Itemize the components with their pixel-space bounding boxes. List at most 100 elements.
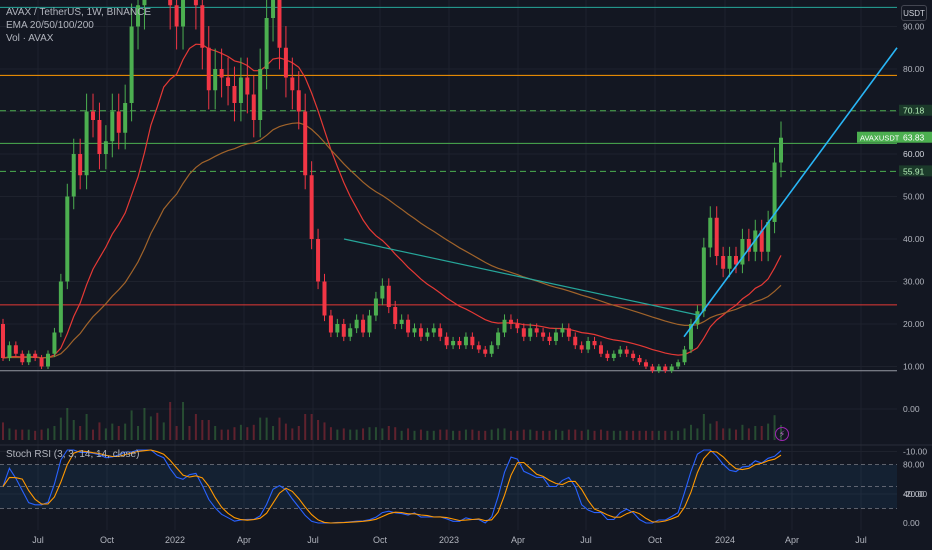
candle [669, 366, 674, 371]
volume-bar [124, 423, 127, 440]
x-tick-label: Jul [32, 535, 44, 545]
candle [26, 353, 31, 363]
volume-bar [2, 422, 4, 440]
volume-bar [400, 430, 403, 440]
candle [380, 285, 385, 299]
candle [238, 77, 243, 103]
candle [592, 341, 597, 346]
candle [181, 0, 186, 27]
candle [13, 345, 18, 354]
candle [58, 281, 63, 333]
candle [663, 366, 668, 371]
last-price-label: 63.83 [903, 133, 925, 143]
volume-bar [40, 429, 43, 440]
volume-bar [111, 423, 114, 440]
candle [528, 328, 533, 337]
candle [1, 324, 5, 358]
candle [200, 5, 205, 48]
volume-bar [291, 428, 294, 440]
volume-bar [310, 414, 313, 440]
volume-bar [342, 428, 345, 440]
candle [451, 341, 456, 346]
volume-bar [47, 428, 50, 440]
candle [676, 362, 681, 367]
volume-bar [567, 429, 570, 440]
volume-bar [632, 430, 635, 440]
volume-bar [368, 427, 371, 440]
volume-bar [317, 420, 320, 440]
candle [84, 111, 89, 176]
volume-bar [252, 424, 255, 440]
candle [579, 345, 584, 350]
candle [418, 328, 423, 337]
volume-bar [362, 428, 365, 440]
volume-bar [445, 429, 448, 440]
volume-bar [34, 430, 37, 440]
volume-bar [130, 410, 133, 440]
candle [701, 247, 706, 312]
volume-bar [522, 429, 525, 440]
volume-bar [677, 430, 680, 440]
y-tick-label: 20.00 [903, 319, 925, 329]
candle [656, 366, 661, 371]
volume-bar [728, 428, 731, 440]
candle [553, 332, 558, 341]
candle [541, 332, 546, 337]
candle [521, 328, 526, 337]
candle [573, 336, 578, 346]
candle [502, 319, 507, 333]
candle [316, 239, 321, 282]
x-tick-label: 2024 [715, 535, 735, 545]
volume-bar [329, 427, 332, 440]
volume-bar [297, 426, 300, 440]
volume-indicator-label[interactable]: Vol · AVAX [6, 33, 54, 44]
candle [733, 256, 738, 265]
candle [20, 353, 25, 363]
candle [264, 18, 269, 69]
volume-bar [182, 402, 185, 440]
candle [103, 141, 108, 154]
symbol-title[interactable]: AVAX / TetherUS, 1W, BINANCE [6, 7, 152, 18]
flash-icon[interactable]: ⚡ [775, 427, 789, 441]
volume-bar [619, 430, 622, 440]
y-tick-label: 10.00 [903, 362, 925, 372]
volume-bar [349, 429, 352, 440]
volume-bar [137, 426, 140, 440]
volume-bar [323, 422, 326, 440]
candle [258, 69, 263, 120]
candle [393, 307, 398, 324]
candle [624, 349, 629, 354]
ema-indicator-label[interactable]: EMA 20/50/100/200 [6, 20, 94, 31]
volume-bar [175, 426, 178, 440]
volume-bar [227, 429, 230, 440]
candle [688, 324, 693, 350]
candle [566, 328, 571, 337]
candle [348, 328, 353, 337]
candle [174, 5, 179, 27]
volume-bar [201, 420, 204, 440]
candle [708, 217, 713, 248]
candle [547, 336, 552, 341]
candle [457, 341, 462, 346]
volume-bar [156, 412, 159, 440]
candle [779, 137, 783, 163]
volume-bar [580, 430, 583, 440]
candle [618, 349, 623, 354]
candle [39, 358, 44, 367]
candle [309, 175, 314, 239]
candle [483, 349, 488, 354]
volume-bar [509, 430, 512, 440]
volume-bar [59, 417, 62, 440]
stoch-rsi-label[interactable]: Stoch RSI (3, 3, 14, 14, close) [6, 449, 140, 460]
volume-bar [233, 427, 236, 440]
candle [643, 362, 648, 367]
candle [296, 90, 301, 112]
currency-button[interactable]: USDT [901, 5, 927, 21]
y-tick-label: 60.00 [903, 149, 925, 159]
y-tick-label: 40.00 [903, 234, 925, 244]
rsi-tick-label: 0.00 [903, 518, 920, 528]
volume-bar [760, 426, 763, 440]
y-tick-label: -20.00 [903, 489, 927, 499]
volume-bar [683, 428, 686, 440]
